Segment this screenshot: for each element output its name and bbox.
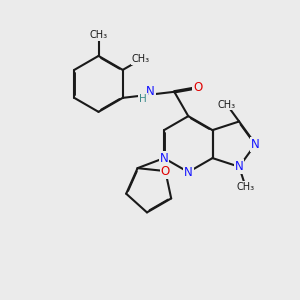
Text: CH₃: CH₃ bbox=[89, 30, 108, 40]
Text: N: N bbox=[251, 138, 260, 151]
Text: N: N bbox=[160, 152, 168, 165]
Text: H: H bbox=[139, 94, 147, 104]
Text: CH₃: CH₃ bbox=[236, 182, 255, 192]
Text: CH₃: CH₃ bbox=[132, 54, 150, 64]
Text: O: O bbox=[194, 81, 203, 94]
Text: N: N bbox=[184, 166, 193, 178]
Text: N: N bbox=[146, 85, 155, 98]
Text: CH₃: CH₃ bbox=[218, 100, 236, 110]
Text: O: O bbox=[161, 165, 170, 178]
Text: N: N bbox=[235, 160, 244, 173]
